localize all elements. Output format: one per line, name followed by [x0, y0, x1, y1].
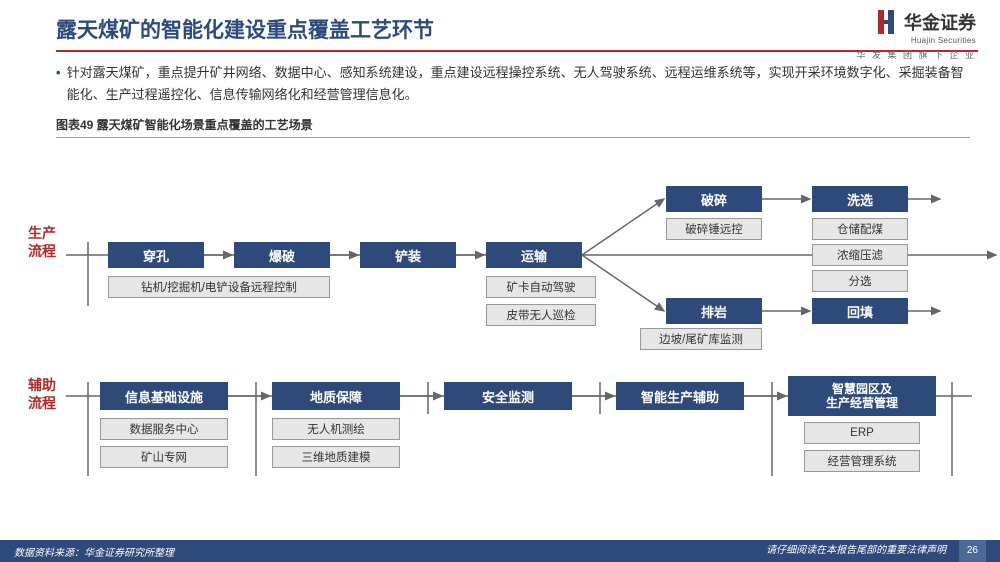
node-ag6: 经营管理系统 [804, 450, 920, 472]
page-title: 露天煤矿的智能化建设重点覆盖工艺环节 [56, 14, 970, 44]
footer-source: 数据资料来源：华金证券研究所整理 [14, 544, 174, 559]
node-g7: 分选 [812, 270, 908, 292]
node-n4: 运输 [486, 242, 582, 268]
node-n1: 穿孔 [108, 242, 204, 268]
row-label-prod: 生产流程 [24, 224, 60, 260]
node-a3: 安全监测 [444, 382, 572, 410]
logo-cn: 华金证券 [904, 9, 976, 35]
logo: 华金证券 Huajin Securities 华 发 集 团 旗 下 企 业 [856, 8, 976, 61]
node-g1: 钻机/挖掘机/电铲设备远程控制 [108, 276, 330, 298]
node-n5: 破碎 [666, 186, 762, 212]
chart-caption: 图表49 露天煤矿智能化场景重点覆盖的工艺场景 [0, 106, 1000, 135]
node-n8: 回填 [812, 298, 908, 324]
body-text: 针对露天煤矿，重点提升矿井网络、数据中心、感知系统建设，重点建设远程操控系统、无… [0, 52, 1000, 106]
node-ag4: 三维地质建模 [272, 446, 400, 468]
node-a4: 智能生产辅助 [616, 382, 744, 410]
node-n3: 铲装 [360, 242, 456, 268]
node-ag3: 无人机测绘 [272, 418, 400, 440]
node-ag2: 矿山专网 [100, 446, 228, 468]
node-g2: 矿卡自动驾驶 [486, 276, 596, 298]
node-n7: 排岩 [666, 298, 762, 324]
chart-hr [56, 137, 970, 138]
logo-sub: 华 发 集 团 旗 下 企 业 [856, 48, 976, 61]
footer: 数据资料来源：华金证券研究所整理 请仔细阅读在本报告尾部的重要法律声明 26 [0, 540, 1000, 562]
bullet-1: 针对露天煤矿，重点提升矿井网络、数据中心、感知系统建设，重点建设远程操控系统、无… [67, 62, 970, 106]
flowchart: 生产流程 辅助流程 穿孔 爆破 铲装 运输 破碎 洗选排岩 回填 钻机/挖掘机/电铲设备远程控… [0, 176, 1000, 506]
node-g8: 边坡/尾矿库监测 [640, 328, 762, 350]
node-g6: 浓缩压滤 [812, 244, 908, 266]
slide: 露天煤矿的智能化建设重点覆盖工艺环节 华金证券 Huajin Securitie… [0, 0, 1000, 562]
logo-en: Huajin Securities [856, 36, 976, 45]
node-a2: 地质保障 [272, 382, 400, 410]
header: 露天煤矿的智能化建设重点覆盖工艺环节 [0, 0, 1000, 44]
node-a5: 智慧园区及生产经营管理 [788, 376, 936, 416]
node-ag5: ERP [804, 422, 920, 444]
node-g3: 皮带无人巡检 [486, 304, 596, 326]
page-number: 26 [959, 540, 986, 562]
node-g4: 破碎锤远控 [666, 218, 762, 240]
node-ag1: 数据服务中心 [100, 418, 228, 440]
node-n6: 洗选 [812, 186, 908, 212]
node-g5: 仓储配煤 [812, 218, 908, 240]
node-a1: 信息基础设施 [100, 382, 228, 410]
logo-icon [876, 8, 900, 36]
node-n2: 爆破 [234, 242, 330, 268]
row-label-aux: 辅助流程 [24, 376, 60, 412]
footer-disclaimer: 请仔细阅读在本报告尾部的重要法律声明 [766, 545, 946, 556]
